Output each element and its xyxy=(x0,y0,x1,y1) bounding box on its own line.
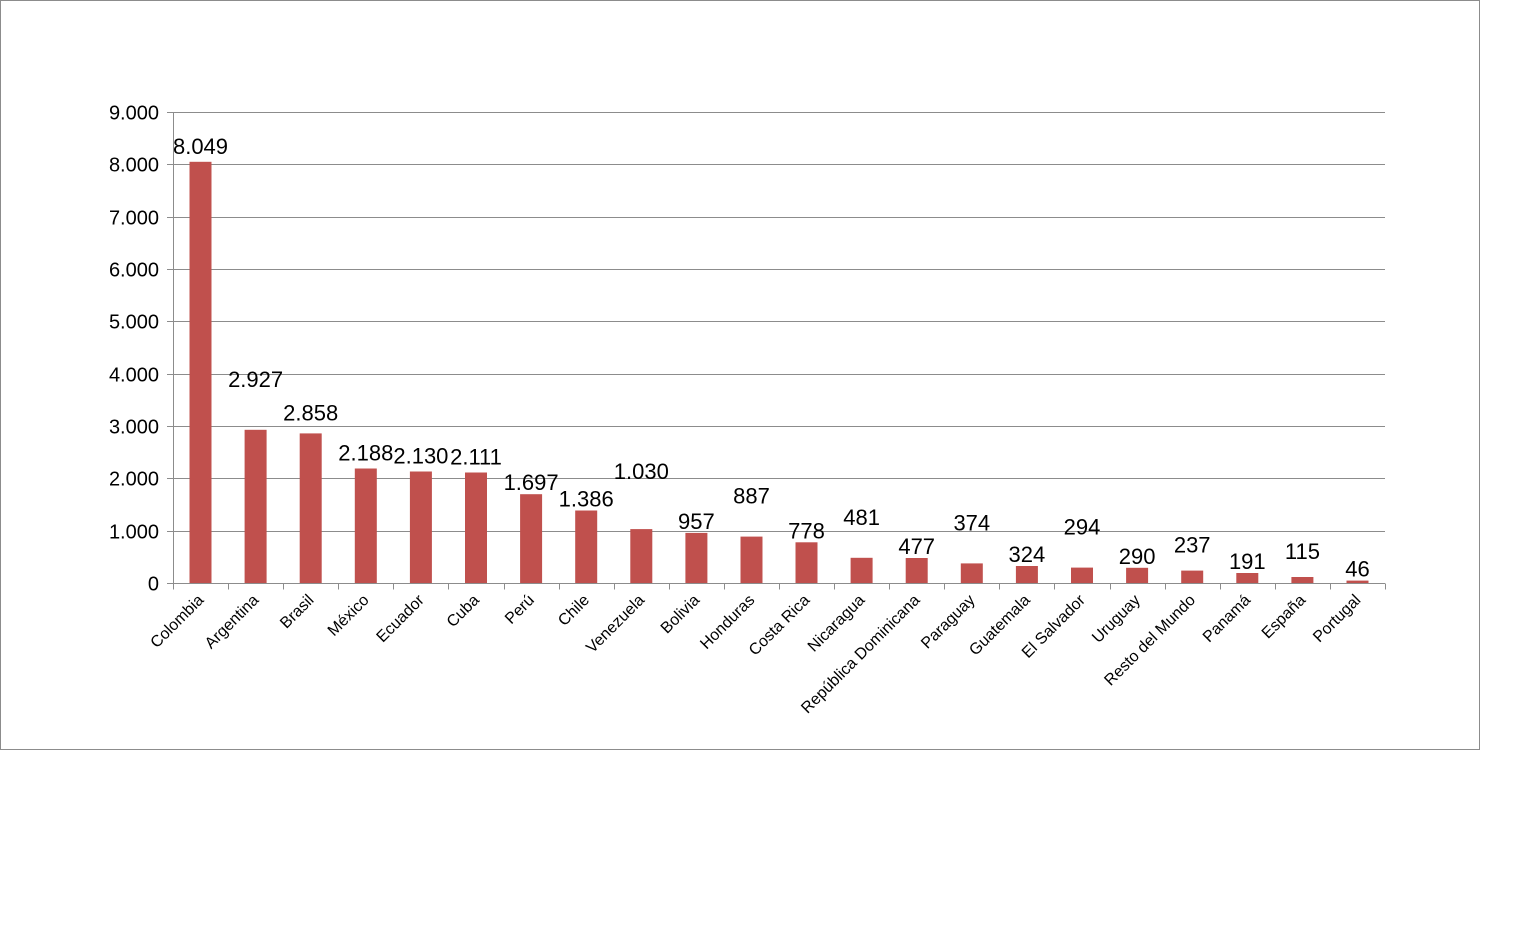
data-label-5: 2.111 xyxy=(450,445,502,470)
bar-11 xyxy=(795,542,818,583)
bar-20 xyxy=(1291,577,1314,583)
data-label-10: 887 xyxy=(733,484,770,509)
category-label-8: Venezuela xyxy=(583,592,648,657)
data-label-2: 2.858 xyxy=(283,400,338,425)
y-axis-tick-labels: 0 1.000 2.000 3.000 4.000 5.000 6.000 7.000 8.00… xyxy=(109,103,173,596)
data-label-7: 1.386 xyxy=(559,487,614,512)
category-label-5: Cuba xyxy=(444,592,483,631)
data-label-16: 294 xyxy=(1064,515,1101,540)
data-label-17: 290 xyxy=(1119,544,1156,569)
bar-13 xyxy=(905,558,928,583)
data-label-14: 374 xyxy=(953,510,990,535)
y-tick-label: 8.000 xyxy=(109,155,159,177)
bar-19 xyxy=(1236,573,1259,583)
data-label-6: 1.697 xyxy=(504,470,559,495)
data-label-19: 191 xyxy=(1229,549,1266,574)
y-tick-label: 9.000 xyxy=(109,103,159,125)
y-tick-label: 7.000 xyxy=(109,208,159,230)
category-label-1: Argentina xyxy=(202,592,263,653)
category-label-9: Bolivia xyxy=(658,592,703,637)
category-label-6: Perú xyxy=(502,592,538,628)
bars xyxy=(189,161,1369,584)
data-label-8: 1.030 xyxy=(614,459,669,484)
bar-0 xyxy=(189,161,212,584)
category-label-3: México xyxy=(325,592,373,640)
data-label-4: 2.130 xyxy=(393,444,448,469)
bar-21 xyxy=(1346,580,1369,583)
bar-6 xyxy=(520,494,543,583)
bar-chart: 0 1.000 2.000 3.000 4.000 5.000 6.000 7.000 8.00… xyxy=(109,103,1386,717)
bar-14 xyxy=(960,563,983,583)
bar-3 xyxy=(354,468,377,583)
bar-12 xyxy=(850,557,873,583)
y-tick-label: 6.000 xyxy=(109,260,159,282)
data-label-9: 957 xyxy=(678,509,715,534)
category-label-21: Portugal xyxy=(1310,592,1364,646)
bar-16 xyxy=(1071,567,1093,583)
bar-9 xyxy=(685,532,708,583)
bar-8 xyxy=(630,529,653,583)
y-tick-label: 4.000 xyxy=(109,365,159,387)
data-label-21: 46 xyxy=(1345,557,1369,582)
bar-15 xyxy=(1015,566,1038,583)
bar-10 xyxy=(740,536,763,583)
category-label-20: España xyxy=(1259,592,1309,642)
category-label-7: Chile xyxy=(555,592,593,630)
category-label-4: Ecuador xyxy=(374,591,429,646)
category-label-2: Brasil xyxy=(277,592,317,632)
data-label-13: 477 xyxy=(898,534,935,559)
data-label-12: 481 xyxy=(843,505,880,530)
data-label-20: 115 xyxy=(1285,539,1320,564)
bar-7 xyxy=(575,510,598,583)
bar-1 xyxy=(244,429,267,583)
data-label-18: 237 xyxy=(1174,533,1211,558)
x-axis xyxy=(173,112,1386,590)
bar-17 xyxy=(1126,567,1149,583)
data-label-11: 778 xyxy=(788,518,825,543)
bar-2 xyxy=(299,433,322,583)
data-label-15: 324 xyxy=(1009,542,1046,567)
category-label-0: Colombia xyxy=(148,592,208,652)
y-tick-label: 0 xyxy=(148,574,159,596)
y-tick-label: 2.000 xyxy=(109,469,159,491)
data-label-3: 2.188 xyxy=(338,441,393,466)
bar-5 xyxy=(465,472,487,583)
category-label-17: Uruguay xyxy=(1089,592,1144,647)
chart-frame: 0 1.000 2.000 3.000 4.000 5.000 6.000 7.000 8.00… xyxy=(0,0,1480,750)
y-tick-label: 3.000 xyxy=(109,417,159,439)
data-label-0: 8.049 xyxy=(173,134,228,159)
y-tick-label: 5.000 xyxy=(109,312,159,334)
y-tick-label: 1.000 xyxy=(109,522,159,544)
bar-18 xyxy=(1181,570,1204,583)
data-label-1: 2.927 xyxy=(228,367,283,392)
category-label-19: Panamá xyxy=(1200,592,1254,646)
bar-4 xyxy=(409,471,432,583)
